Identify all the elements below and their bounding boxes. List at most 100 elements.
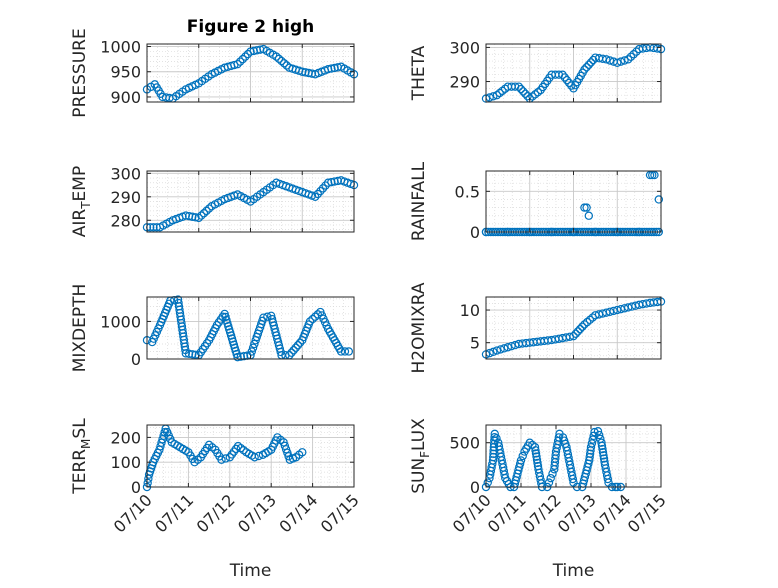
y-tick-label: 0 <box>131 478 141 497</box>
subplot-theta: 290 300 THETA <box>409 38 666 103</box>
y-axis-label: TERRMSL <box>70 418 93 495</box>
data-point <box>204 204 214 213</box>
data-point <box>573 327 583 336</box>
data-point <box>560 73 569 82</box>
data-point <box>585 315 595 325</box>
data-point <box>580 65 589 74</box>
data-point <box>562 75 572 85</box>
data-point <box>605 56 615 65</box>
data-point <box>344 347 354 356</box>
data-point <box>599 451 608 460</box>
data-point <box>587 439 597 448</box>
x-tick-label: 07/11 <box>151 490 197 536</box>
y-tick-label: 5 <box>470 334 480 353</box>
y-tick-label: 0 <box>131 350 141 369</box>
data-point <box>498 86 507 96</box>
data-point <box>197 211 206 220</box>
data-series-pressure <box>142 44 359 103</box>
data-point <box>316 186 325 196</box>
data-point <box>584 60 594 70</box>
data-point <box>254 451 263 461</box>
data-point <box>613 58 622 67</box>
y-axis-label: PRESSURE <box>70 28 90 117</box>
data-point <box>589 431 598 441</box>
data-point <box>599 454 609 463</box>
data-point <box>582 317 592 327</box>
y-tick-label: 100 <box>110 453 141 472</box>
subplot-air_temp: 280 290 300 AIRTEMP <box>70 164 359 237</box>
data-point <box>191 350 200 359</box>
data-point <box>629 50 638 59</box>
data-point <box>248 343 258 352</box>
data-point <box>308 314 317 324</box>
data-point <box>507 341 516 351</box>
data-point <box>199 209 209 218</box>
data-point <box>340 347 350 356</box>
data-point <box>291 343 300 352</box>
y-axis-label: THETA <box>409 45 429 101</box>
data-point <box>584 211 594 220</box>
data-point <box>525 438 534 447</box>
data-point <box>544 478 554 487</box>
data-point <box>489 92 498 101</box>
data-point <box>495 88 504 98</box>
data-point <box>236 352 245 361</box>
subplot-h2omixra: 5 10 H2OMIXRA <box>409 282 666 374</box>
data-point <box>516 84 526 94</box>
y-tick-label: 280 <box>110 211 141 230</box>
data-point <box>531 90 540 99</box>
data-point <box>603 474 613 484</box>
data-point <box>586 58 596 67</box>
data-point <box>233 352 242 362</box>
data-point <box>598 448 608 457</box>
data-point <box>293 341 303 350</box>
data-point <box>250 453 259 462</box>
data-point <box>202 206 211 216</box>
data-point <box>263 312 272 321</box>
data-point <box>313 189 322 199</box>
axes-background <box>147 425 354 487</box>
data-point <box>518 87 528 96</box>
data-point <box>313 310 322 319</box>
data-point <box>593 427 603 436</box>
data-point <box>518 451 527 461</box>
data-point <box>492 434 501 443</box>
data-point <box>515 459 525 468</box>
data-series-terr_msl <box>142 424 307 492</box>
data-point <box>580 320 589 329</box>
y-tick-label: 10 <box>460 301 480 320</box>
data-point <box>626 52 636 61</box>
data-point <box>586 442 596 452</box>
y-axis-label: MIXDEPTH <box>70 284 90 373</box>
data-point <box>516 456 526 465</box>
data-point <box>531 449 541 458</box>
x-tick-label: 07/14 <box>275 490 321 536</box>
data-point <box>277 56 286 66</box>
chart-title: Figure 2 high <box>187 17 315 37</box>
data-point <box>582 62 591 72</box>
data-point <box>532 455 542 464</box>
data-point <box>546 473 555 483</box>
data-point <box>194 213 203 223</box>
axes-box <box>485 424 662 488</box>
y-tick-label: 950 <box>110 63 141 82</box>
data-point <box>514 82 524 91</box>
data-point <box>580 203 589 212</box>
y-axis-label: RAINFALL <box>409 161 429 241</box>
y-tick-label: 0 <box>470 478 480 497</box>
data-point <box>594 430 604 440</box>
major-grid <box>486 425 661 487</box>
y-axis-label: AIRTEMP <box>70 166 93 237</box>
x-axis-label: Time <box>552 561 595 581</box>
data-point <box>188 350 197 359</box>
data-point <box>500 344 509 353</box>
data-point <box>620 56 629 65</box>
axes-background <box>486 425 661 487</box>
data-point <box>492 90 502 100</box>
data-point <box>184 349 194 359</box>
data-point <box>521 89 530 99</box>
data-point <box>490 429 499 439</box>
data-point <box>597 438 606 447</box>
